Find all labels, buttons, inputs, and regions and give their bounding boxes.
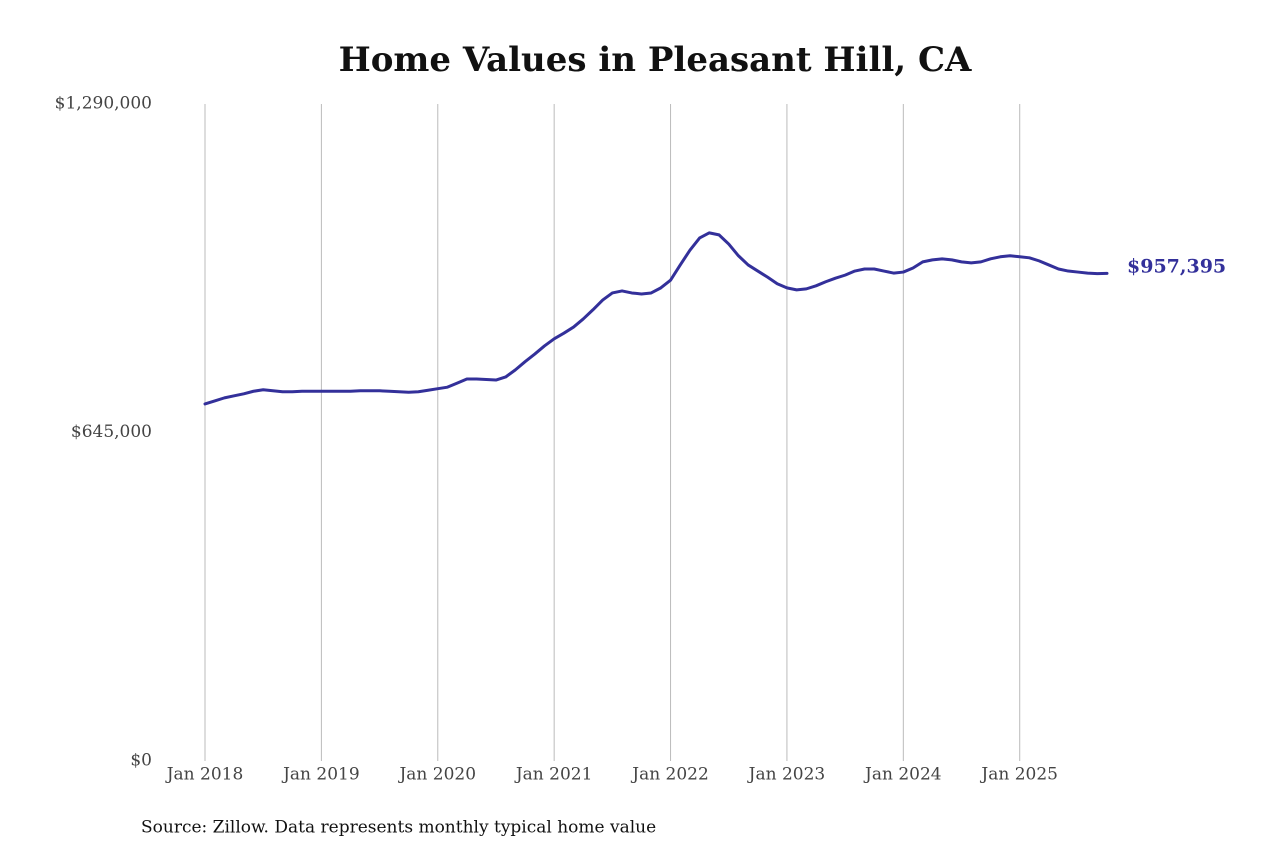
y-tick-label: $0 xyxy=(130,751,152,771)
x-tick-label: Jan 2023 xyxy=(747,765,826,785)
y-tick-label: $645,000 xyxy=(71,422,152,442)
x-tick-label: Jan 2024 xyxy=(863,765,942,785)
line xyxy=(203,231,1109,406)
x-tick-label: Jan 2018 xyxy=(165,765,244,785)
x-tick-label: Jan 2020 xyxy=(397,765,476,785)
x-tick-label: Jan 2019 xyxy=(281,765,360,785)
chart-title: Home Values in Pleasant Hill, CA xyxy=(339,40,972,80)
x-tick-label: Jan 2021 xyxy=(514,765,593,785)
x-tick-label: Jan 2022 xyxy=(630,765,709,785)
y-tick-label: $1,290,000 xyxy=(55,94,152,114)
x-tick-label: Jan 2025 xyxy=(979,765,1058,785)
value-label: $957,395 xyxy=(1127,255,1226,277)
source-note: Source: Zillow. Data represents monthly … xyxy=(141,818,656,838)
